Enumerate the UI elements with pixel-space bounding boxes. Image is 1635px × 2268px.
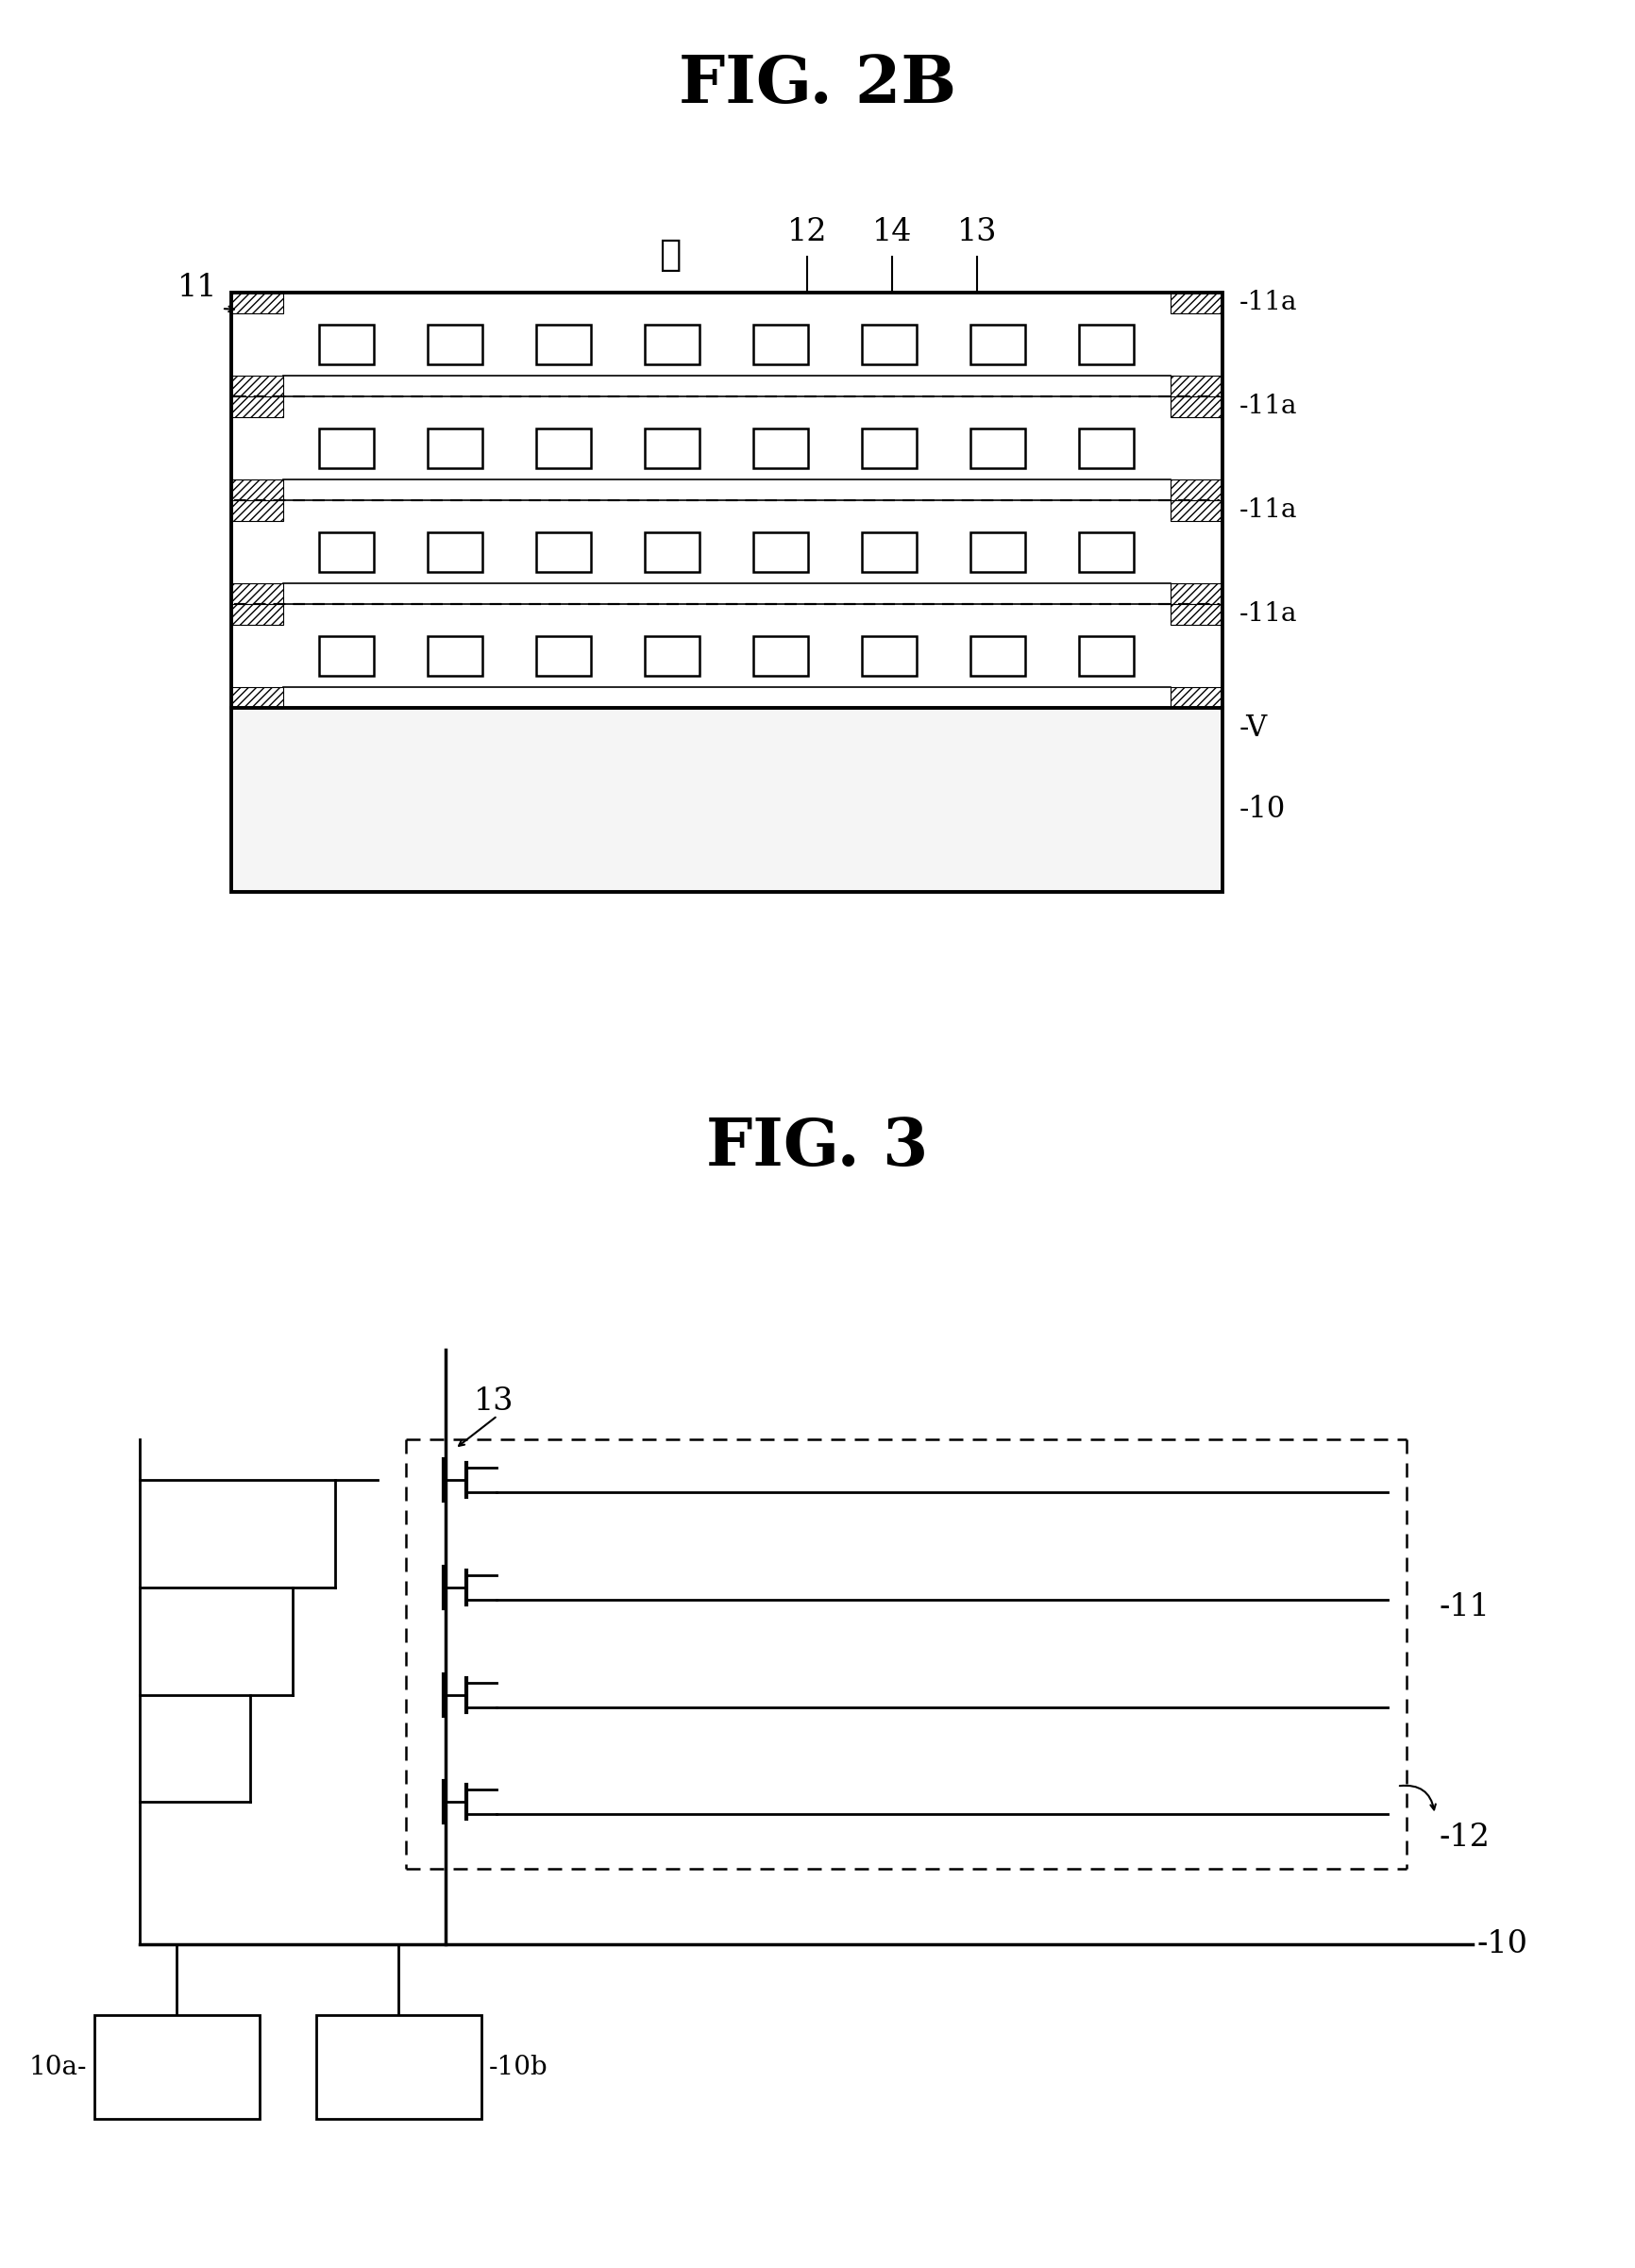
Bar (1079, 635, 1133, 676)
Text: -10: -10 (1239, 794, 1285, 823)
Bar (95, 2014, 260, 2118)
Bar (1171, 501, 1221, 522)
Bar (1079, 429, 1133, 467)
Bar (536, 533, 592, 572)
Text: -11: -11 (1439, 1592, 1489, 1622)
Text: 10a-: 10a- (29, 2055, 87, 2080)
Bar (319, 533, 374, 572)
Bar (231, 376, 283, 397)
Text: -11a: -11a (1239, 601, 1297, 628)
Text: 12: 12 (786, 218, 827, 247)
Bar (862, 429, 917, 467)
Bar (754, 324, 808, 365)
Bar (1171, 293, 1221, 313)
Bar (1079, 533, 1133, 572)
Bar (428, 635, 482, 676)
Text: -11a: -11a (1239, 499, 1297, 524)
Bar (1171, 397, 1221, 417)
Bar (1171, 687, 1221, 708)
Bar (231, 687, 283, 708)
Text: -12: -12 (1439, 1823, 1489, 1853)
Bar (862, 324, 917, 365)
Bar (754, 635, 808, 676)
Bar (319, 324, 374, 365)
Text: -11a: -11a (1239, 395, 1297, 420)
Text: -V: -V (1239, 714, 1267, 744)
Bar (644, 533, 700, 572)
Bar (644, 429, 700, 467)
Bar (1171, 376, 1221, 397)
Bar (1171, 479, 1221, 501)
Bar (231, 583, 283, 603)
Bar (234, 710, 1220, 889)
Text: -10b: -10b (489, 2055, 548, 2080)
Bar (536, 324, 592, 365)
Bar (1171, 583, 1221, 603)
Bar (754, 429, 808, 467)
Bar (644, 635, 700, 676)
Text: FIG. 2B: FIG. 2B (679, 54, 956, 116)
Bar (536, 429, 592, 467)
Bar (231, 501, 283, 522)
Bar (231, 397, 283, 417)
Bar (319, 429, 374, 467)
Bar (231, 479, 283, 501)
Bar (1171, 603, 1221, 624)
Bar (862, 533, 917, 572)
Bar (1079, 324, 1133, 365)
Text: ⋮: ⋮ (659, 238, 680, 272)
Bar (428, 324, 482, 365)
Bar (316, 2014, 481, 2118)
Text: 11: 11 (177, 272, 217, 304)
Bar (231, 293, 1221, 891)
Text: 13: 13 (474, 1386, 513, 1418)
Bar (319, 635, 374, 676)
Bar (536, 635, 592, 676)
Bar (428, 533, 482, 572)
Bar (970, 635, 1025, 676)
Text: 14: 14 (871, 218, 912, 247)
Bar (231, 603, 283, 624)
Text: 13: 13 (956, 218, 996, 247)
Bar (644, 324, 700, 365)
Bar (970, 324, 1025, 365)
Bar (970, 429, 1025, 467)
Text: -11a: -11a (1239, 290, 1297, 315)
Bar (970, 533, 1025, 572)
Bar (428, 429, 482, 467)
Bar (231, 293, 1221, 891)
Bar (862, 635, 917, 676)
Bar (754, 533, 808, 572)
Text: FIG. 3: FIG. 3 (706, 1116, 929, 1179)
Bar (231, 293, 283, 313)
Text: -10: -10 (1476, 1930, 1527, 1960)
